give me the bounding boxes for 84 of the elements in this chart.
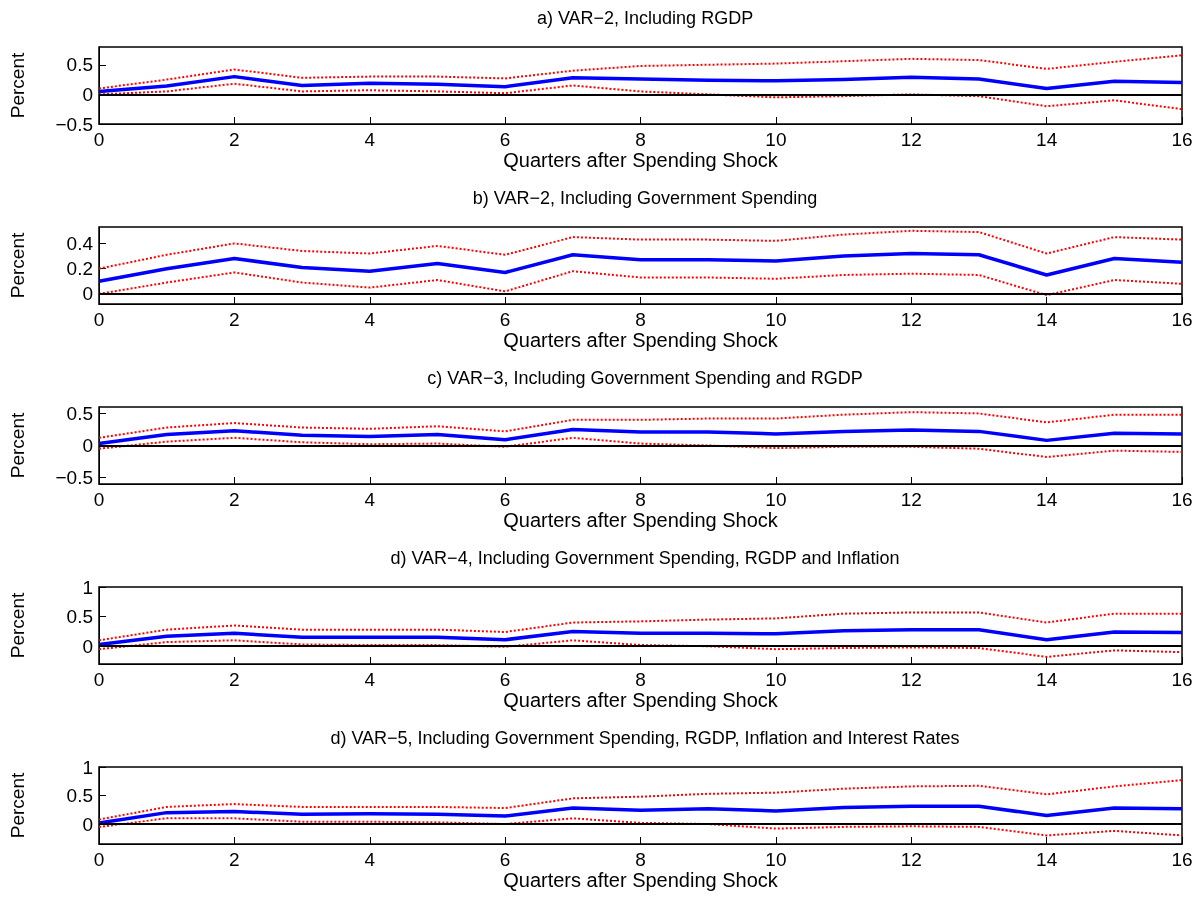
- x-tick-label: 14: [1036, 669, 1058, 690]
- x-tick-label: 4: [364, 309, 376, 330]
- x-tick-label: 16: [1171, 129, 1193, 150]
- y-tick-label: 1: [82, 576, 93, 598]
- x-tick-label: 4: [364, 849, 376, 870]
- x-tick-label: 12: [900, 669, 922, 690]
- line-series: [98, 639, 1183, 658]
- line-series: [97, 74, 1184, 94]
- x-axis-title: Quarters after Spending Shock: [503, 689, 779, 711]
- y-tick-label: 0: [82, 83, 93, 105]
- y-tick-label: 0.5: [66, 606, 93, 628]
- x-tick-label: 2: [229, 669, 240, 690]
- chart-title: b) VAR−2, Including Government Spending: [472, 188, 818, 208]
- x-tick-label: 10: [765, 489, 787, 510]
- x-tick-label: 14: [1036, 849, 1058, 870]
- x-tick-label: 6: [499, 309, 511, 330]
- y-axis-title: Percent: [7, 772, 28, 839]
- line-series: [98, 611, 1183, 642]
- line-series: [97, 427, 1184, 446]
- x-tick-label: 6: [499, 849, 511, 870]
- x-tick-label: 8: [635, 669, 646, 690]
- x-tick-label: 2: [229, 129, 240, 150]
- x-tick-label: 8: [635, 309, 646, 330]
- y-axis-title: Percent: [7, 232, 28, 299]
- chart-title: a) VAR−2, Including RGDP: [536, 8, 754, 28]
- line-series: [98, 411, 1183, 439]
- x-axis-title: Quarters after Spending Shock: [503, 869, 779, 891]
- y-axis-title: Percent: [7, 52, 28, 119]
- y-tick-label: −0.5: [55, 467, 93, 489]
- x-tick-label: 12: [900, 489, 922, 510]
- y-tick-label: 0.4: [66, 232, 94, 254]
- x-tick-label: 10: [765, 669, 787, 690]
- x-tick-label: 6: [499, 669, 511, 690]
- x-tick-label: 10: [765, 849, 787, 870]
- x-tick-label: 12: [900, 849, 922, 870]
- x-tick-label: 2: [229, 489, 240, 510]
- line-series: [98, 229, 1183, 270]
- x-tick-label: 8: [635, 129, 646, 150]
- line-series: [98, 817, 1183, 837]
- line-series: [97, 804, 1184, 825]
- x-tick-label: 14: [1036, 129, 1058, 150]
- x-tick-label: 4: [364, 129, 376, 150]
- x-tick-label: 2: [229, 309, 240, 330]
- line-series: [97, 251, 1184, 284]
- y-tick-label: −0.5: [55, 113, 93, 135]
- x-tick-label: 16: [1171, 669, 1193, 690]
- x-tick-label: 16: [1171, 849, 1193, 870]
- x-tick-label: 14: [1036, 489, 1058, 510]
- y-tick-label: 0: [82, 435, 93, 456]
- y-tick-label: 0: [82, 283, 93, 305]
- x-tick-label: 12: [900, 309, 922, 330]
- x-tick-label: 12: [900, 129, 922, 150]
- y-tick-label: 0.5: [66, 785, 93, 807]
- x-axis-title: Quarters after Spending Shock: [503, 149, 779, 171]
- chart-title: c) VAR−3, Including Government Spending and RGDP: [427, 368, 863, 388]
- x-tick-label: 8: [635, 849, 646, 870]
- y-tick-label: 1: [82, 756, 93, 778]
- line-series: [98, 54, 1183, 90]
- line-series: [98, 779, 1183, 821]
- x-tick-label: 10: [765, 309, 787, 330]
- y-tick-label: 0.2: [66, 258, 93, 280]
- x-tick-label: 8: [635, 489, 646, 510]
- y-tick-label: 0: [82, 813, 93, 835]
- line-series: [97, 627, 1184, 647]
- line-series: [98, 82, 1183, 111]
- x-axis-title: Quarters after Spending Shock: [503, 509, 779, 531]
- x-tick-label: 4: [364, 489, 376, 510]
- x-tick-label: 14: [1036, 309, 1058, 330]
- x-tick-label: 6: [499, 489, 511, 510]
- y-tick-label: 0.5: [66, 54, 93, 76]
- x-axis-title: Quarters after Spending Shock: [503, 329, 779, 351]
- x-tick-label: 10: [765, 129, 787, 150]
- x-tick-label: 16: [1171, 489, 1193, 510]
- y-tick-label: 0.5: [66, 402, 93, 424]
- x-tick-label: 2: [229, 849, 240, 870]
- x-tick-label: 16: [1171, 309, 1193, 330]
- x-tick-label: 4: [364, 669, 376, 690]
- line-series: [98, 436, 1183, 459]
- y-axis-title: Percent: [7, 592, 28, 659]
- x-tick-label: 6: [499, 129, 511, 150]
- y-tick-label: 0: [82, 635, 93, 657]
- chart-title: d) VAR−5, Including Government Spending, RGDP, Inflation and Interest Rates: [330, 728, 960, 748]
- y-axis-title: Percent: [7, 412, 28, 479]
- chart-title: d) VAR−4, Including Government Spending, RGDP and Inflation: [390, 548, 900, 568]
